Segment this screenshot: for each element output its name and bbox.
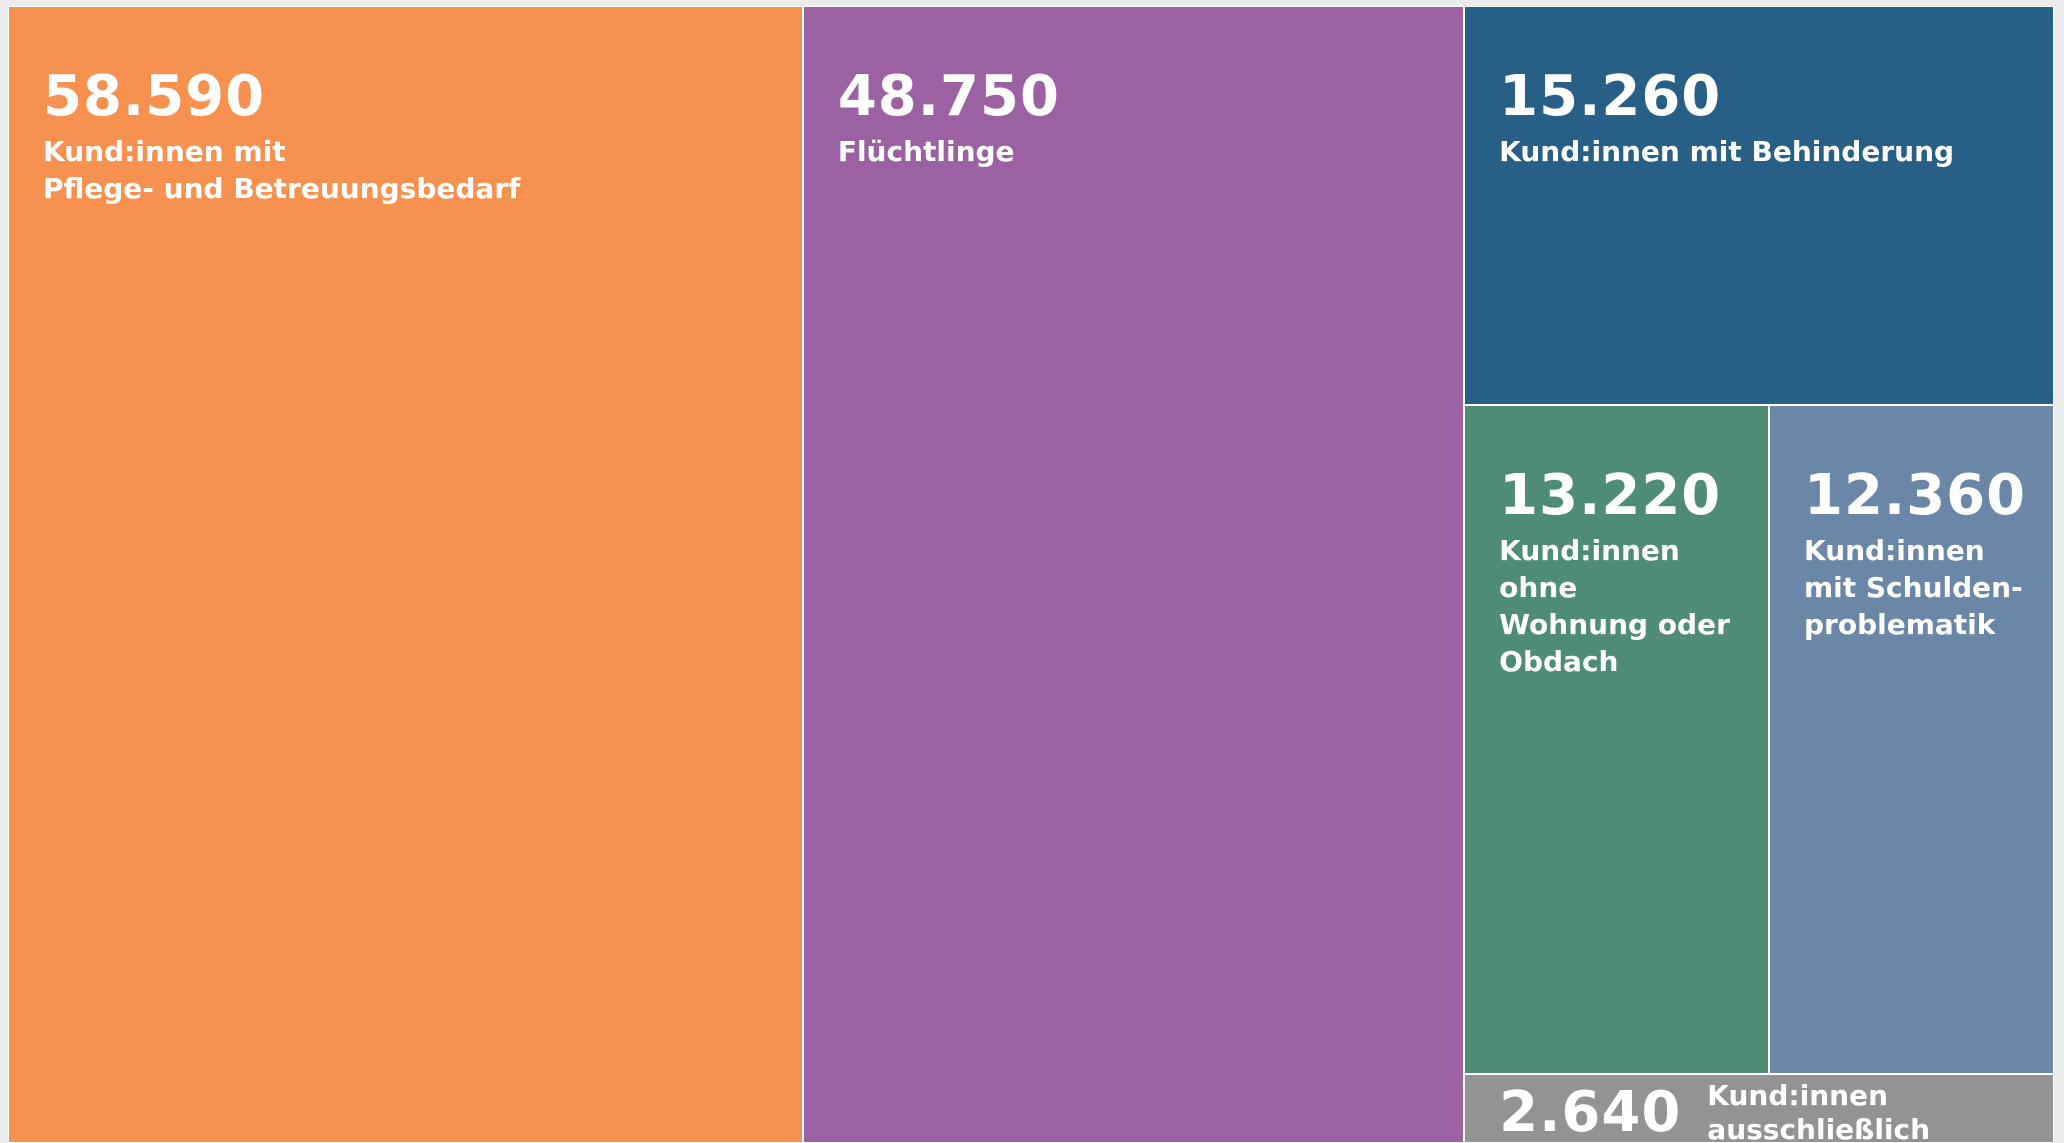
cell-content: 2.640 Kund:innen ausschließlich mit Mobil… <box>1499 1078 2043 1143</box>
category-label: Kund:innen ohne Wohnung oder Obdach <box>1499 534 1730 679</box>
category-label: Kund:innen mit Behinderung <box>1499 135 1955 169</box>
value-label: 12.360 <box>1803 463 2027 529</box>
cell-content: 12.360 Kund:innen mit Schulden- problemat… <box>1804 462 2043 644</box>
cell-content: 15.260 Kund:innen mit Behinderung <box>1499 63 2043 171</box>
category-label: Kund:innen mit Pflege- und Betreuungsbed… <box>43 135 521 206</box>
value-label: 15.260 <box>1499 64 1722 129</box>
treemap-cell: 2.640 Kund:innen ausschließlich mit Mobil… <box>1464 1073 2054 1143</box>
treemap-cell: 48.750 Flüchtlinge <box>802 6 1465 1143</box>
treemap-cell: 58.590 Kund:innen mit Pflege- und Betreuu… <box>8 6 803 1143</box>
category-label: Flüchtlinge <box>837 135 1015 169</box>
cell-content: 48.750 Flüchtlinge <box>838 63 1453 171</box>
cell-content: 58.590 Kund:innen mit Pflege- und Betreuu… <box>43 63 792 208</box>
cell-content: 13.220 Kund:innen ohne Wohnung oder Obdac… <box>1499 462 1758 681</box>
value-label: 58.590 <box>43 64 266 129</box>
category-label: Kund:innen ausschließlich mit Mobilitäts… <box>1707 1078 1931 1143</box>
value-label: 2.640 <box>1499 1079 1682 1143</box>
value-label: 13.220 <box>1499 463 1722 529</box>
treemap-cell: 13.220 Kund:innen ohne Wohnung oder Obdac… <box>1464 405 1769 1074</box>
treemap-cell: 15.260 Kund:innen mit Behinderung <box>1464 6 2054 406</box>
value-label: 48.750 <box>837 64 1060 129</box>
category-label: Kund:innen mit Schulden- problematik <box>1803 534 2023 642</box>
treemap-cell: 12.360 Kund:innen mit Schulden- problemat… <box>1768 405 2054 1074</box>
